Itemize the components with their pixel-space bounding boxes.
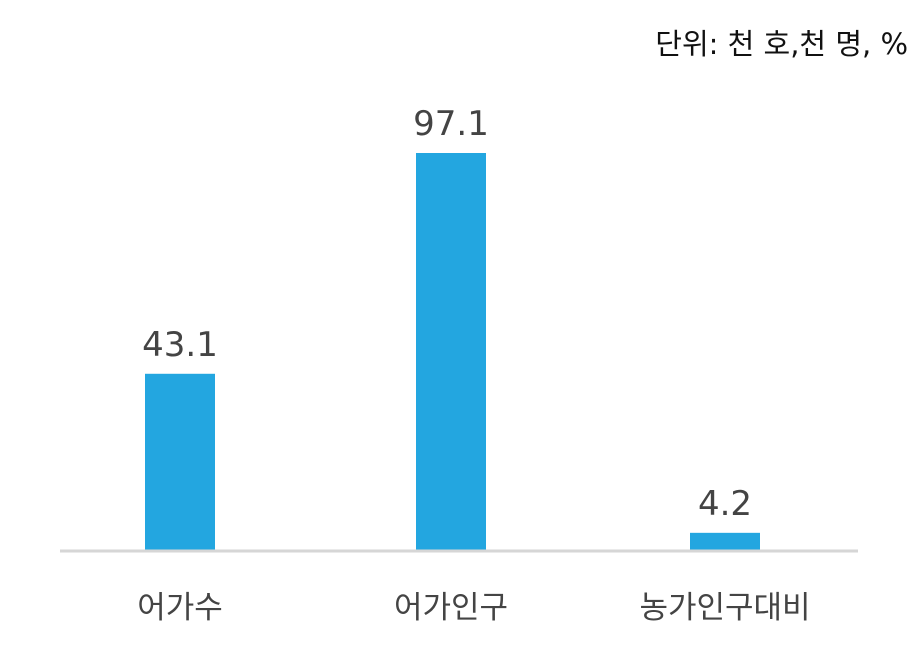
value-label-1: 43.1: [142, 325, 218, 365]
value-label-3: 4.2: [698, 484, 752, 524]
bars-layer: [145, 153, 760, 550]
bar-1: [145, 373, 215, 550]
unit-note: 단위: 천 호,천 명, %: [655, 27, 908, 61]
bar-2: [416, 153, 486, 550]
category-label-3: 농가인구대비: [639, 590, 810, 626]
category-label-2: 어가인구: [394, 590, 508, 626]
category-label-1: 어가수: [137, 590, 223, 626]
labels-layer: 43.1 어가수 97.1 어가인구 4.2 농가인구대비: [137, 104, 810, 626]
bar-3: [690, 532, 760, 550]
value-label-2: 97.1: [413, 104, 489, 144]
